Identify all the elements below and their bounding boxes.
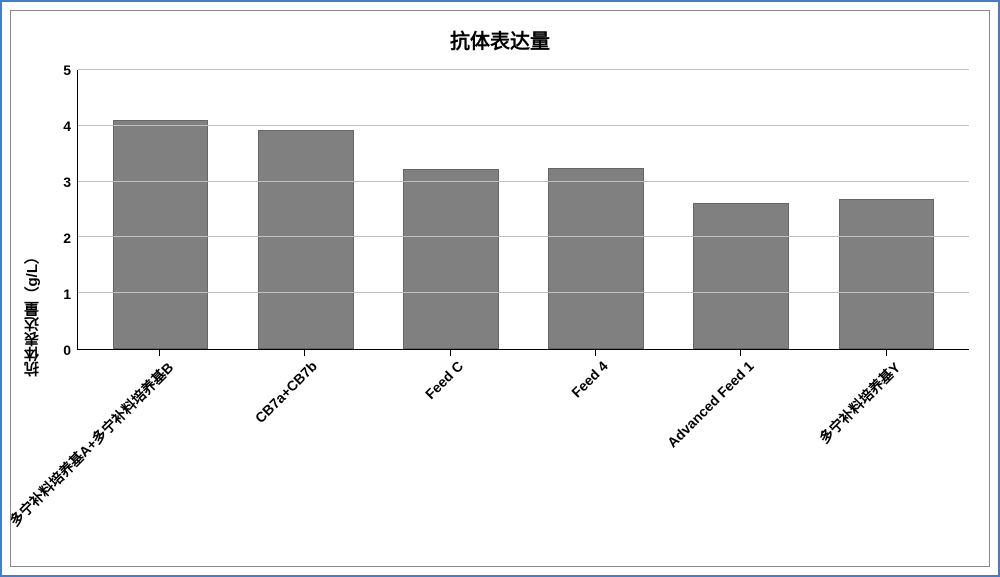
bar-slot [524,70,669,349]
bar [693,203,789,349]
gridline [78,292,969,293]
x-label: Feed C [422,358,466,402]
x-label-slot: Advanced Feed 1 [668,356,813,566]
x-label-slot: Feed 4 [523,356,668,566]
y-tick-label: 2 [63,230,71,246]
bar-slot [233,70,378,349]
plot-wrap: 抗体表达量（g/L） 0 1 2 3 4 5 多宁补料培养基A+多宁补料培养基B CB7a+… [11,60,989,566]
x-labels: 多宁补料培养基A+多宁补料培养基B CB7a+CB7b Feed C Feed 4 Ad… [77,356,969,566]
y-ticks: 012345 [45,70,77,350]
x-label: CB7a+CB7b [252,358,320,426]
bar-slot [378,70,523,349]
y-axis-label: 抗体表达量（g/L） [22,249,43,377]
chart-container: 抗体表达量 抗体表达量（g/L） 0 1 2 3 4 5 多宁补料培养基A+多宁补料培养基… [10,10,990,567]
y-tick-label: 0 [63,342,71,358]
x-label-slot: Feed C [378,356,523,566]
gridline [78,125,969,126]
y-tick-label: 3 [63,174,71,190]
x-label-slot: 多宁补料培养基A+多宁补料培养基B [87,356,232,566]
y-tick-label: 5 [63,62,71,78]
bar-slot [669,70,814,349]
gridline [78,181,969,182]
y-tick-label: 1 [63,286,71,302]
bar-slot [88,70,233,349]
x-label: 多宁补料培养基Y [815,358,905,448]
grid-area [77,70,969,350]
x-label: Advanced Feed 1 [664,358,757,451]
plot-column: 0 1 2 3 4 5 多宁补料培养基A+多宁补料培养基B CB7a+CB7b Feed C F… [45,60,969,566]
plot-area: 012345 [45,70,969,350]
bar [403,169,499,349]
bars-container [78,70,969,349]
outer-frame: 抗体表达量 抗体表达量（g/L） 0 1 2 3 4 5 多宁补料培养基A+多宁补料培养基… [0,0,1000,577]
bar [113,120,209,349]
chart-title: 抗体表达量 [11,11,989,60]
bar [258,130,354,349]
x-label-slot: CB7a+CB7b [232,356,377,566]
bar-slot [814,70,959,349]
gridline [78,69,969,70]
y-tick-label: 4 [63,118,71,134]
x-label: Feed 4 [569,358,612,401]
bar [548,168,644,349]
bar [839,199,935,349]
gridline [78,236,969,237]
x-label-slot: 多宁补料培养基Y [814,356,959,566]
